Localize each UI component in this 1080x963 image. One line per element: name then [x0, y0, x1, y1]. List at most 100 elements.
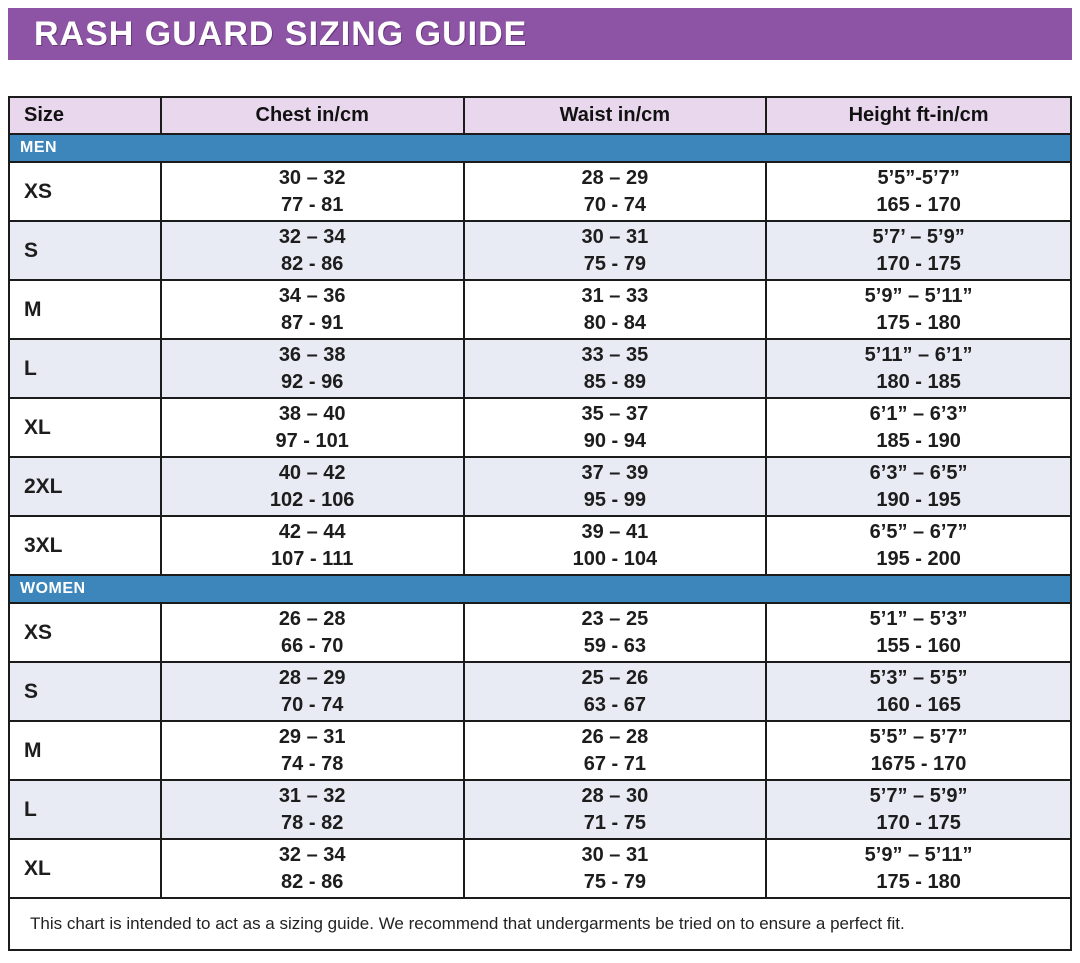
size-label: M	[8, 720, 162, 781]
size-label: XS	[8, 602, 162, 663]
chest-cm: 92 - 96	[281, 370, 344, 393]
chest-cm: 107 - 111	[271, 547, 354, 570]
height-ftin: 6’5” – 6’7”	[869, 521, 968, 544]
height-cm: 170 - 175	[876, 811, 961, 834]
height-cell: 5’7” – 5’9” 170 - 175	[765, 779, 1072, 840]
chest-cm: 74 - 78	[281, 752, 344, 775]
chest-cell: 31 – 32 78 - 82	[159, 779, 465, 840]
waist-cell: 35 – 37 90 - 94	[462, 397, 768, 458]
table-row: XL 38 – 40 97 - 101 35 – 37 90 - 94 6’1”…	[8, 397, 1072, 458]
height-cell: 6’5” – 6’7” 195 - 200	[765, 515, 1072, 576]
waist-cm: 70 - 74	[583, 193, 646, 216]
table-row: L 36 – 38 92 - 96 33 – 35 85 - 89 5’11” …	[8, 338, 1072, 399]
column-header-height: Height ft-in/cm	[765, 96, 1072, 135]
waist-inches: 25 – 26	[581, 667, 649, 690]
chest-inches: 32 – 34	[278, 226, 346, 249]
chest-inches: 42 – 44	[278, 521, 346, 544]
waist-cell: 39 – 41 100 - 104	[462, 515, 768, 576]
column-header-chest: Chest in/cm	[159, 96, 465, 135]
section-header-men: MEN	[8, 133, 1072, 163]
chest-cell: 32 – 34 82 - 86	[159, 838, 465, 899]
waist-cell: 23 – 25 59 - 63	[462, 602, 768, 663]
title-banner: RASH GUARD SIZING GUIDE	[8, 8, 1072, 60]
height-ftin: 6’1” – 6’3”	[869, 403, 968, 426]
height-cell: 5’7’ – 5’9” 170 - 175	[765, 220, 1072, 281]
column-header-waist: Waist in/cm	[462, 96, 768, 135]
height-cm: 165 - 170	[876, 193, 961, 216]
waist-inches: 39 – 41	[581, 521, 649, 544]
height-ftin: 5’5” – 5’7”	[869, 726, 968, 749]
height-cell: 5’5” – 5’7” 1675 - 170	[765, 720, 1072, 781]
size-label: XL	[8, 838, 162, 899]
height-ftin: 5’1” – 5’3”	[869, 608, 968, 631]
chest-inches: 31 – 32	[278, 785, 346, 808]
size-label: S	[8, 220, 162, 281]
chest-inches: 29 – 31	[278, 726, 346, 749]
chest-cm: 97 - 101	[275, 429, 349, 452]
column-header-size: Size	[8, 96, 162, 135]
chest-cell: 36 – 38 92 - 96	[159, 338, 465, 399]
waist-cm: 63 - 67	[583, 693, 646, 716]
chest-cell: 38 – 40 97 - 101	[159, 397, 465, 458]
chest-cm: 82 - 86	[281, 252, 344, 275]
table-row: M 29 – 31 74 - 78 26 – 28 67 - 71 5’5” –…	[8, 720, 1072, 781]
waist-inches: 33 – 35	[581, 344, 649, 367]
footer-note-row: This chart is intended to act as a sizin…	[8, 897, 1072, 951]
height-ftin: 6’3” – 6’5”	[869, 462, 968, 485]
table-row: 3XL 42 – 44 107 - 111 39 – 41 100 - 104 …	[8, 515, 1072, 576]
chest-inches: 26 – 28	[278, 608, 346, 631]
chest-cell: 30 – 32 77 - 81	[159, 161, 465, 222]
height-cell: 5’9” – 5’11” 175 - 180	[765, 838, 1072, 899]
height-cm: 170 - 175	[876, 252, 961, 275]
size-label: S	[8, 661, 162, 722]
waist-cm: 75 - 79	[583, 870, 646, 893]
height-cm: 185 - 190	[876, 429, 961, 452]
chest-cell: 29 – 31 74 - 78	[159, 720, 465, 781]
sizing-table: Size Chest in/cm Waist in/cm Height ft-i…	[8, 96, 1072, 951]
waist-cell: 30 – 31 75 - 79	[462, 220, 768, 281]
height-cm: 175 - 180	[876, 311, 961, 334]
table-row: XS 30 – 32 77 - 81 28 – 29 70 - 74 5’5”-…	[8, 161, 1072, 222]
height-cell: 6’1” – 6’3” 185 - 190	[765, 397, 1072, 458]
waist-inches: 28 – 29	[581, 167, 649, 190]
waist-cm: 75 - 79	[583, 252, 646, 275]
waist-cm: 59 - 63	[583, 634, 646, 657]
height-cm: 195 - 200	[876, 547, 961, 570]
height-cell: 6’3” – 6’5” 190 - 195	[765, 456, 1072, 517]
chest-inches: 32 – 34	[278, 844, 346, 867]
height-cm: 190 - 195	[876, 488, 961, 511]
chest-inches: 30 – 32	[278, 167, 346, 190]
waist-cell: 25 – 26 63 - 67	[462, 661, 768, 722]
size-label: XL	[8, 397, 162, 458]
chest-cm: 77 - 81	[281, 193, 344, 216]
page-title: RASH GUARD SIZING GUIDE	[34, 15, 528, 53]
chest-cm: 102 - 106	[269, 488, 355, 511]
waist-cell: 31 – 33 80 - 84	[462, 279, 768, 340]
chest-cell: 34 – 36 87 - 91	[159, 279, 465, 340]
height-cm: 175 - 180	[876, 870, 961, 893]
chest-cm: 66 - 70	[281, 634, 344, 657]
waist-cm: 85 - 89	[583, 370, 646, 393]
waist-inches: 28 – 30	[581, 785, 649, 808]
waist-cell: 37 – 39 95 - 99	[462, 456, 768, 517]
height-ftin: 5’5”-5’7”	[877, 167, 960, 190]
size-label: L	[8, 338, 162, 399]
table-row: L 31 – 32 78 - 82 28 – 30 71 - 75 5’7” –…	[8, 779, 1072, 840]
waist-cm: 100 - 104	[572, 547, 658, 570]
height-ftin: 5’3” – 5’5”	[869, 667, 968, 690]
height-ftin: 5’11” – 6’1”	[864, 344, 973, 367]
table-row: 2XL 40 – 42 102 - 106 37 – 39 95 - 99 6’…	[8, 456, 1072, 517]
table-header-row: Size Chest in/cm Waist in/cm Height ft-i…	[8, 96, 1072, 135]
waist-inches: 30 – 31	[581, 226, 649, 249]
height-cm: 180 - 185	[876, 370, 961, 393]
chest-cell: 28 – 29 70 - 74	[159, 661, 465, 722]
waist-inches: 26 – 28	[581, 726, 649, 749]
chest-cm: 82 - 86	[281, 870, 344, 893]
waist-cm: 95 - 99	[583, 488, 646, 511]
height-ftin: 5’9” – 5’11”	[864, 285, 973, 308]
height-ftin: 5’7” – 5’9”	[869, 785, 968, 808]
waist-inches: 35 – 37	[581, 403, 649, 426]
table-row: S 32 – 34 82 - 86 30 – 31 75 - 79 5’7’ –…	[8, 220, 1072, 281]
chest-inches: 36 – 38	[278, 344, 346, 367]
chest-inches: 28 – 29	[278, 667, 346, 690]
